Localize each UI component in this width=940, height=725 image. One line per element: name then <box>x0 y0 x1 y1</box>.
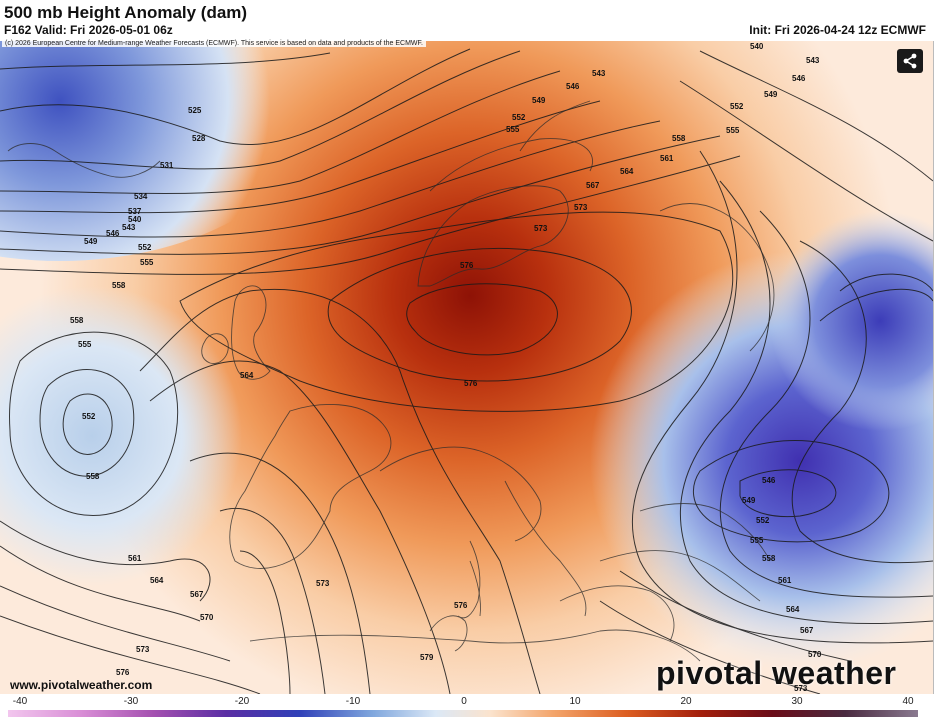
contour-label: 573 <box>574 203 588 212</box>
contour-label: 525 <box>188 106 202 115</box>
contour-label: 552 <box>82 412 96 421</box>
contour-label: 543 <box>592 69 606 78</box>
copyright-notice: (c) 2026 European Centre for Medium-rang… <box>2 40 426 47</box>
contour-label: 573 <box>136 645 150 654</box>
colorbar-tick: 0 <box>461 696 467 707</box>
contour-label: 555 <box>506 125 520 134</box>
contour-label: 531 <box>160 161 174 170</box>
contour-label: 549 <box>742 496 756 505</box>
share-button[interactable] <box>897 49 923 73</box>
contour-label: 555 <box>140 258 154 267</box>
contour-label: 537 <box>128 207 142 216</box>
contour-label: 573 <box>316 579 330 588</box>
contour-label: 555 <box>78 340 92 349</box>
colorbar-tick: -40 <box>12 696 28 707</box>
contour-label: 543 <box>122 223 136 232</box>
contour-label: 555 <box>750 536 764 545</box>
contour-label: 573 <box>534 224 548 233</box>
contour-label: 555 <box>726 126 740 135</box>
colorbar-tick: -10 <box>345 696 361 707</box>
contour-label: 564 <box>620 167 634 176</box>
colorbar-tick: 30 <box>791 696 803 707</box>
colorbar-tick: -30 <box>123 696 139 707</box>
contour-label: 570 <box>808 650 822 659</box>
contour-label: 558 <box>112 281 126 290</box>
contour-label: 540 <box>750 42 764 51</box>
contour-label: 558 <box>672 134 686 143</box>
contour-label: 543 <box>806 56 820 65</box>
contour-label: 549 <box>84 237 98 246</box>
contour-label: 549 <box>764 90 778 99</box>
product-title: 500 mb Height Anomaly (dam) <box>4 3 248 22</box>
contour-label: 546 <box>106 229 120 238</box>
contour-label: 552 <box>512 113 526 122</box>
contour-label: 576 <box>460 261 474 270</box>
colorbar-tick: 20 <box>680 696 692 707</box>
contour-label: 570 <box>200 613 214 622</box>
brand-logo: pivotal weather <box>656 655 897 691</box>
contour-label: 561 <box>660 154 674 163</box>
contour-label: 564 <box>786 605 800 614</box>
coastlines <box>7 100 775 662</box>
contour-label: 558 <box>86 472 100 481</box>
colorbar-tick: -20 <box>234 696 250 707</box>
contour-label: 528 <box>192 134 206 143</box>
contour-labels: 525 528 531 534 537 540 543 546 549 552 … <box>70 42 822 693</box>
contour-label: 546 <box>792 74 806 83</box>
contour-label: 567 <box>190 590 204 599</box>
anomaly-map[interactable]: 525 528 531 534 537 540 543 546 549 552 … <box>0 41 934 694</box>
color-scale-bar: -40 -30 -20 -10 0 10 20 30 40 <box>0 694 933 725</box>
site-url[interactable]: www.pivotalweather.com <box>10 678 153 692</box>
contour-label: 576 <box>454 601 468 610</box>
contour-label: 567 <box>800 626 814 635</box>
share-icon <box>903 53 917 69</box>
contour-label: 540 <box>128 215 142 224</box>
contour-label: 561 <box>128 554 142 563</box>
contour-label: 558 <box>762 554 776 563</box>
colorbar-tick: 10 <box>569 696 581 707</box>
contour-label: 564 <box>240 371 254 380</box>
valid-time: F162 Valid: Fri 2026-05-01 06z <box>4 23 173 37</box>
colorbar-gradient <box>8 710 918 717</box>
contour-label: 552 <box>138 243 152 252</box>
contour-label: 573 <box>794 684 808 693</box>
contour-label: 534 <box>134 192 148 201</box>
contour-label: 561 <box>778 576 792 585</box>
contour-label: 546 <box>566 82 580 91</box>
colorbar-tick: 40 <box>902 696 914 707</box>
contour-label: 549 <box>532 96 546 105</box>
contour-label: 552 <box>730 102 744 111</box>
contour-label: 576 <box>116 668 130 677</box>
contour-label: 567 <box>586 181 600 190</box>
contour-label: 546 <box>762 476 776 485</box>
contour-label: 564 <box>150 576 164 585</box>
init-time: Init: Fri 2026-04-24 12z ECMWF <box>749 23 926 37</box>
contour-label: 558 <box>70 316 84 325</box>
contour-label: 579 <box>420 653 434 662</box>
contour-label: 576 <box>464 379 478 388</box>
geopotential-contours <box>0 48 933 694</box>
map-header: 500 mb Height Anomaly (dam) F162 Valid: … <box>0 0 940 42</box>
contour-label: 552 <box>756 516 770 525</box>
